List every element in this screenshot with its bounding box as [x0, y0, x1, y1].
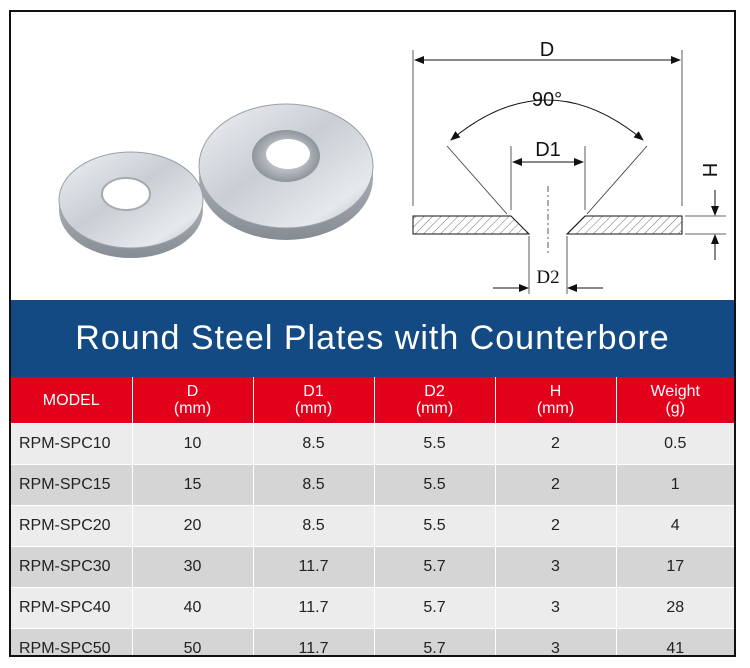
spec-table: MODEL D (mm) D1 (mm) D2 (mm) H (mm) Weight (g… [11, 377, 734, 655]
product-photo [58, 103, 374, 258]
illustration-area: D 90° D1 [11, 12, 734, 300]
cell-d2: 5.7 [374, 546, 496, 588]
cell-d2: 5.5 [374, 464, 496, 506]
cell-d2: 5.5 [374, 505, 496, 547]
cell-h: 2 [495, 505, 617, 547]
cell-h: 3 [495, 628, 617, 655]
header-h: H (mm) [495, 377, 617, 424]
cell-d1: 11.7 [253, 587, 375, 629]
cell-d: 20 [132, 505, 254, 547]
label-d: D [540, 39, 554, 61]
cell-model: RPM-SPC10 [11, 423, 133, 465]
cell-d: 15 [132, 464, 254, 506]
cell-d1: 11.7 [253, 546, 375, 588]
table-row: RPM-SPC50 50 11.7 5.7 3 41 [11, 628, 734, 655]
cell-d: 30 [132, 546, 254, 588]
cell-weight: 28 [616, 587, 734, 629]
header-d2: D2 (mm) [374, 377, 496, 424]
header-model: MODEL [11, 377, 133, 424]
cell-weight: 0.5 [616, 423, 734, 465]
cell-h: 2 [495, 423, 617, 465]
cell-weight: 41 [616, 628, 734, 655]
dimension-d1: D1 [510, 139, 586, 210]
cell-h: 3 [495, 587, 617, 629]
table-row: RPM-SPC20 20 8.5 5.5 2 4 [11, 505, 734, 547]
dimension-d: D [412, 39, 683, 206]
cell-model: RPM-SPC40 [11, 587, 133, 629]
cell-d1: 8.5 [253, 423, 375, 465]
table-row: RPM-SPC15 15 8.5 5.5 2 1 [11, 464, 734, 506]
cell-d2: 5.7 [374, 587, 496, 629]
header-d: D (mm) [132, 377, 254, 424]
cell-model: RPM-SPC20 [11, 505, 133, 547]
cell-model: RPM-SPC50 [11, 628, 133, 655]
cell-d: 40 [132, 587, 254, 629]
cell-model: RPM-SPC15 [11, 464, 133, 506]
dimension-d2: D2 [493, 236, 603, 294]
page-title: Round Steel Plates with Counterbore [11, 300, 734, 377]
cell-d: 10 [132, 423, 254, 465]
cell-weight: 1 [616, 464, 734, 506]
label-d2: D2 [536, 267, 559, 288]
cell-weight: 17 [616, 546, 734, 588]
cell-d2: 5.7 [374, 628, 496, 655]
header-d1: D1 (mm) [253, 377, 375, 424]
large-plate [198, 103, 374, 240]
table-row: RPM-SPC10 10 8.5 5.5 2 0.5 [11, 423, 734, 465]
cell-weight: 4 [616, 505, 734, 547]
label-d1: D1 [535, 139, 561, 161]
label-angle: 90° [532, 89, 562, 111]
cell-h: 2 [495, 464, 617, 506]
cell-d1: 8.5 [253, 464, 375, 506]
cell-h: 3 [495, 546, 617, 588]
cell-d1: 11.7 [253, 628, 375, 655]
spec-sheet: D 90° D1 [9, 10, 736, 657]
small-plate [58, 151, 204, 258]
dimension-diagram: D 90° D1 [412, 39, 726, 294]
cell-d1: 8.5 [253, 505, 375, 547]
dimension-angle: 90° [446, 89, 648, 215]
cross-section [412, 186, 683, 254]
header-weight: Weight (g) [616, 377, 734, 424]
cell-d2: 5.5 [374, 423, 496, 465]
label-h: H [698, 163, 720, 177]
table-header-row: MODEL D (mm) D1 (mm) D2 (mm) H (mm) Weight (g… [11, 377, 734, 424]
dimension-h: H [685, 163, 726, 260]
cell-d: 50 [132, 628, 254, 655]
table-row: RPM-SPC30 30 11.7 5.7 3 17 [11, 546, 734, 588]
cell-model: RPM-SPC30 [11, 546, 133, 588]
table-row: RPM-SPC40 40 11.7 5.7 3 28 [11, 587, 734, 629]
